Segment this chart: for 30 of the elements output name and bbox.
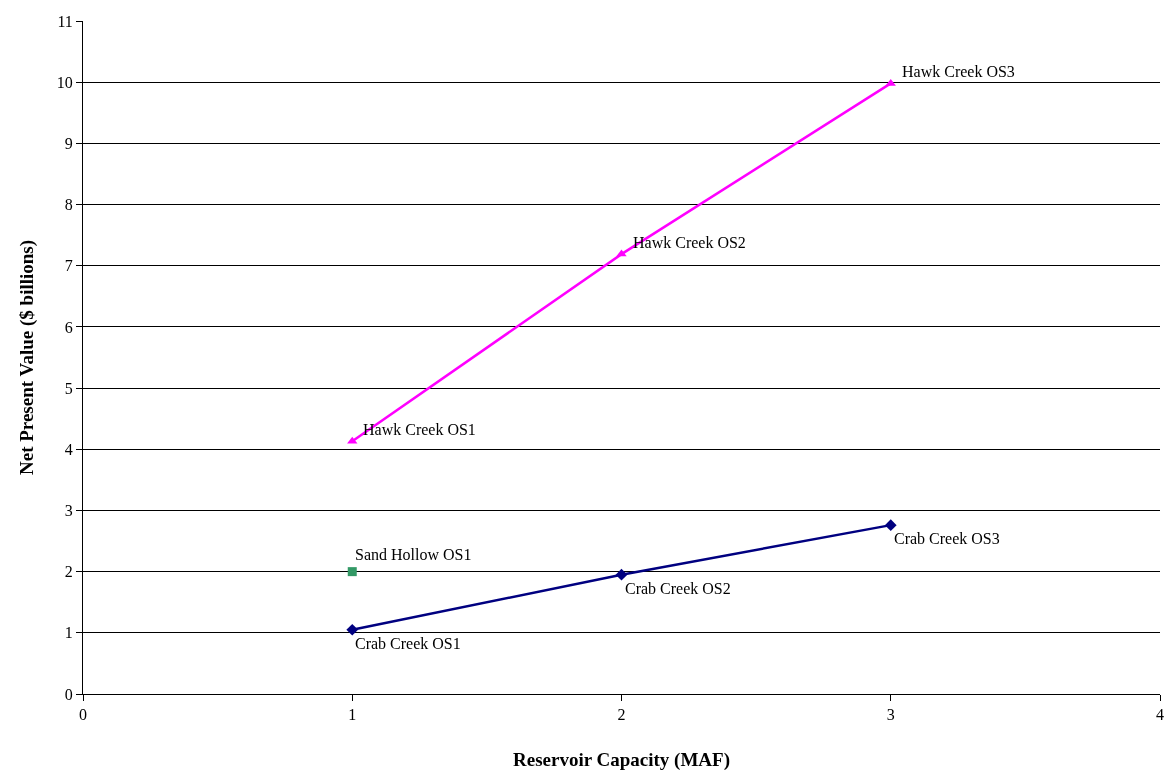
annotation: Crab Creek OS3 xyxy=(894,530,1000,547)
y-tick-label: 9 xyxy=(64,134,73,152)
x-tick-label: 4 xyxy=(1156,706,1164,724)
x-axis-title: Reservoir Capacity (MAF) xyxy=(512,749,731,771)
annotation: Hawk Creek OS3 xyxy=(902,63,1015,80)
y-tick-label: 6 xyxy=(64,318,73,336)
annotation: Crab Creek OS1 xyxy=(355,635,461,652)
point xyxy=(885,78,896,86)
x-tick-label: 1 xyxy=(348,706,357,724)
point xyxy=(347,436,358,444)
y-tick-label: 3 xyxy=(64,502,73,520)
y-tick-label: 5 xyxy=(64,379,73,397)
y-tick-label: 2 xyxy=(64,563,73,581)
y-tick-label: 0 xyxy=(64,685,73,703)
y-tick-label: 7 xyxy=(64,257,73,275)
y-tick-label: 8 xyxy=(64,196,73,214)
y-tick-label: 4 xyxy=(64,440,73,458)
point xyxy=(346,623,359,636)
annotation: Crab Creek OS2 xyxy=(625,580,731,597)
y-tick-label: 1 xyxy=(64,624,73,642)
x-tick-label: 0 xyxy=(79,706,87,724)
x-tick-label: 2 xyxy=(617,706,626,724)
y-tick-label: 10 xyxy=(56,73,73,91)
point xyxy=(347,567,357,577)
y-tick-label: 11 xyxy=(57,12,73,30)
point xyxy=(884,519,897,531)
x-tick-label: 3 xyxy=(886,706,895,724)
y-axis-title: Net Present Value ($ billions) xyxy=(15,239,38,476)
point xyxy=(615,568,628,581)
annotation: Sand Hollow OS1 xyxy=(355,546,472,563)
